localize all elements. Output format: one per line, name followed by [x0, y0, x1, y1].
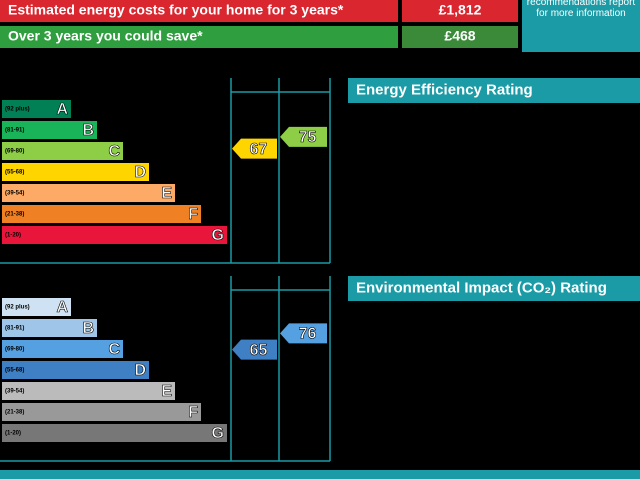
band-letter: A	[56, 299, 68, 316]
band-bar	[2, 226, 227, 244]
band-bar	[2, 184, 175, 202]
band-range: (55-68)	[5, 170, 24, 176]
panel-title: Energy Efficiency Rating	[356, 81, 533, 98]
band-bar	[2, 298, 71, 316]
band-range: (92 plus)	[5, 107, 30, 113]
band-range: (81-91)	[5, 128, 24, 134]
band-bar	[2, 121, 97, 139]
band-range: (21-38)	[5, 410, 24, 416]
band-letter: G	[212, 227, 224, 244]
band-letter: E	[161, 185, 172, 202]
band-letter: F	[188, 404, 198, 421]
band-bar	[2, 340, 123, 358]
cost-value-cell	[402, 0, 518, 22]
band-range: (69-80)	[5, 347, 24, 353]
band-letter: C	[108, 143, 120, 160]
cost-value-cell	[402, 26, 518, 48]
band-letter: F	[188, 206, 198, 223]
band-range: (39-54)	[5, 389, 24, 395]
band-bar	[2, 424, 227, 442]
note: See your recommendations report for more…	[526, 0, 636, 19]
band-letter: C	[108, 341, 120, 358]
band-letter: D	[134, 164, 146, 181]
band-range: (39-54)	[5, 191, 24, 197]
panel-title-box	[348, 276, 640, 301]
band-range: (92 plus)	[5, 305, 30, 311]
rating-arrow	[232, 138, 277, 159]
cost-value: £1,812	[439, 2, 482, 18]
band-bar	[2, 382, 175, 400]
rating-value: 76	[299, 326, 317, 343]
rating-arrow	[232, 339, 277, 360]
band-letter: A	[56, 101, 68, 118]
band-bar	[2, 319, 97, 337]
cost-value: £468	[444, 28, 475, 44]
band-letter: E	[161, 383, 172, 400]
band-bar	[2, 403, 201, 421]
band-range: (55-68)	[5, 368, 24, 374]
panel-title: Environmental Impact (CO₂) Rating	[356, 279, 607, 296]
band-range: (21-38)	[5, 212, 24, 218]
band-range: (1-20)	[5, 233, 21, 239]
band-range: (81-91)	[5, 326, 24, 332]
rating-value: 65	[250, 342, 268, 359]
band-bar	[2, 163, 149, 181]
band-bar	[2, 361, 149, 379]
cost-label: Estimated energy costs for your home for…	[8, 2, 344, 18]
rating-value: 67	[250, 141, 268, 158]
rating-arrow	[280, 323, 327, 344]
band-range: (1-20)	[5, 431, 21, 437]
cost-label-cell	[0, 0, 398, 22]
band-letter: G	[212, 425, 224, 442]
band-bar	[2, 100, 71, 118]
cost-label-cell	[0, 26, 398, 48]
footer-bar	[0, 470, 640, 479]
cost-label: Over 3 years you could save*	[8, 28, 203, 44]
band-bar	[2, 142, 123, 160]
band-letter: B	[82, 320, 94, 337]
note-wrap: See your recommendations report for more…	[526, 0, 636, 19]
panel-title-box	[348, 78, 640, 103]
band-range: (69-80)	[5, 149, 24, 155]
rating-value: 75	[299, 129, 317, 146]
band-letter: B	[82, 122, 94, 139]
band-letter: D	[134, 362, 146, 379]
rating-arrow	[280, 126, 327, 147]
band-bar	[2, 205, 201, 223]
note-box	[522, 0, 640, 52]
